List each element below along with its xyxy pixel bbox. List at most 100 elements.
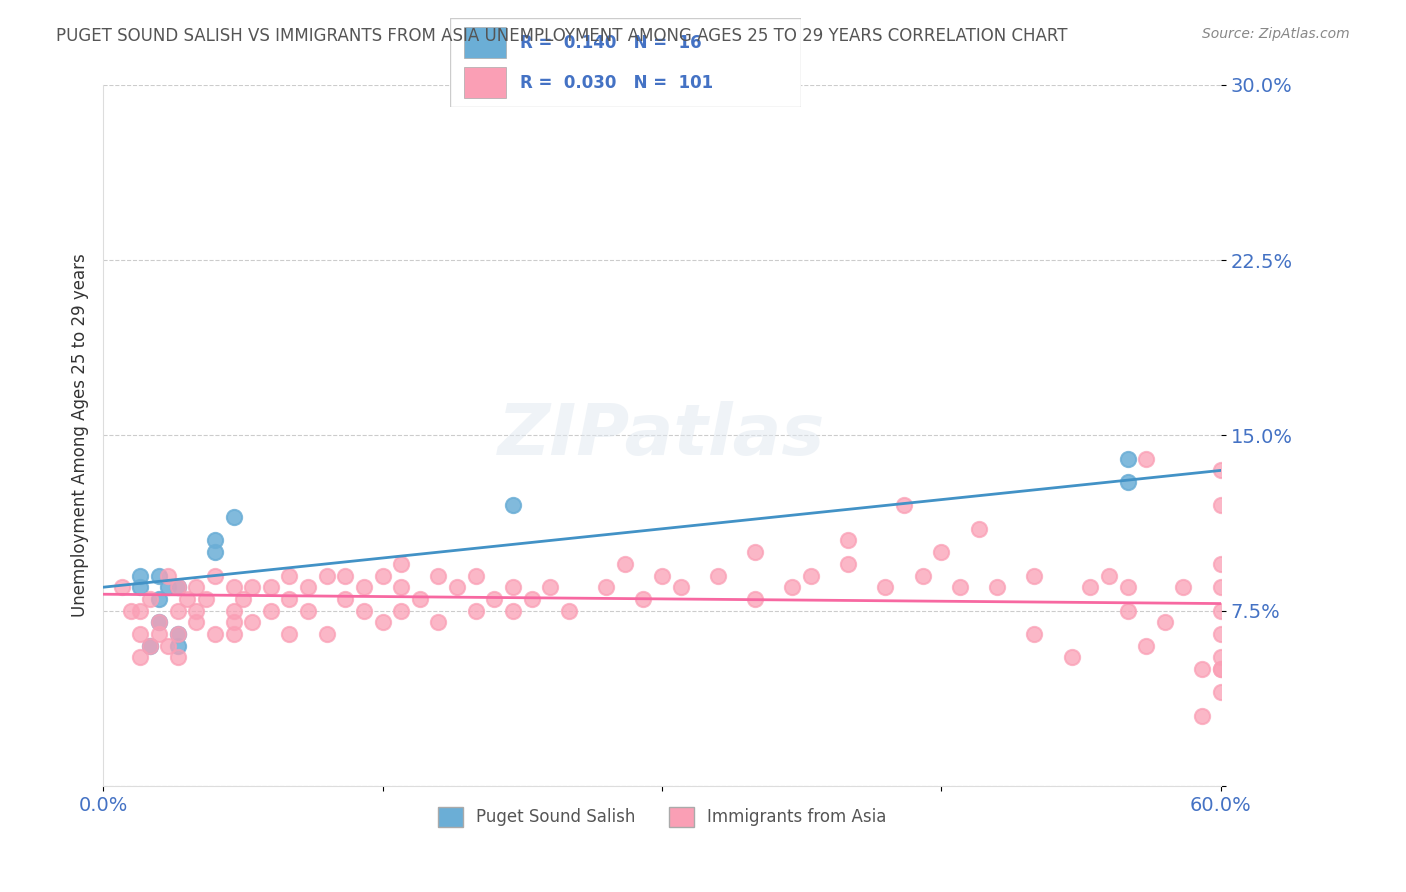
FancyBboxPatch shape bbox=[450, 18, 801, 107]
Point bbox=[129, 580, 152, 594]
Point bbox=[260, 604, 283, 618]
Point bbox=[389, 580, 412, 594]
Point bbox=[176, 591, 198, 606]
Point bbox=[893, 499, 915, 513]
Point bbox=[138, 639, 160, 653]
Point bbox=[371, 568, 394, 582]
Point bbox=[222, 604, 245, 618]
Point bbox=[1116, 475, 1139, 489]
Point bbox=[1209, 557, 1232, 571]
Point bbox=[166, 580, 188, 594]
Point bbox=[1098, 568, 1121, 582]
Point bbox=[1209, 499, 1232, 513]
Point bbox=[502, 580, 524, 594]
Point bbox=[1209, 685, 1232, 699]
Point bbox=[1153, 615, 1175, 630]
Point bbox=[800, 568, 823, 582]
Point bbox=[166, 650, 188, 665]
Point bbox=[129, 650, 152, 665]
Point bbox=[1060, 650, 1083, 665]
Point bbox=[166, 639, 188, 653]
Point bbox=[613, 557, 636, 571]
Point bbox=[297, 604, 319, 618]
Point bbox=[1191, 708, 1213, 723]
Point bbox=[967, 522, 990, 536]
Point bbox=[353, 604, 375, 618]
Text: ZIPatlas: ZIPatlas bbox=[498, 401, 825, 470]
Point bbox=[1209, 662, 1232, 676]
Point bbox=[157, 568, 180, 582]
Point bbox=[1116, 580, 1139, 594]
Text: R =  0.140   N =  16: R = 0.140 N = 16 bbox=[520, 34, 702, 52]
Point bbox=[837, 557, 859, 571]
Point bbox=[651, 568, 673, 582]
Point bbox=[335, 568, 357, 582]
Point bbox=[1116, 451, 1139, 466]
Point bbox=[138, 639, 160, 653]
Point bbox=[1116, 604, 1139, 618]
Point bbox=[120, 604, 142, 618]
FancyBboxPatch shape bbox=[464, 27, 506, 58]
Point bbox=[353, 580, 375, 594]
Point bbox=[446, 580, 468, 594]
Point bbox=[1173, 580, 1195, 594]
Point bbox=[186, 615, 208, 630]
Point bbox=[1209, 662, 1232, 676]
Point bbox=[409, 591, 432, 606]
Point bbox=[1024, 568, 1046, 582]
Point bbox=[148, 615, 170, 630]
Point bbox=[1135, 639, 1157, 653]
Point bbox=[194, 591, 217, 606]
Point bbox=[204, 568, 226, 582]
Point bbox=[949, 580, 972, 594]
Point bbox=[1209, 627, 1232, 641]
Point bbox=[1209, 580, 1232, 594]
Point bbox=[371, 615, 394, 630]
Point bbox=[148, 568, 170, 582]
Point bbox=[204, 545, 226, 559]
Point bbox=[315, 627, 337, 641]
Point bbox=[222, 615, 245, 630]
Point bbox=[538, 580, 561, 594]
Point bbox=[464, 568, 486, 582]
Point bbox=[278, 568, 301, 582]
Point bbox=[222, 627, 245, 641]
Point bbox=[186, 604, 208, 618]
Y-axis label: Unemployment Among Ages 25 to 29 years: Unemployment Among Ages 25 to 29 years bbox=[72, 253, 89, 617]
Point bbox=[633, 591, 655, 606]
Point bbox=[297, 580, 319, 594]
Point bbox=[232, 591, 254, 606]
Point bbox=[744, 591, 766, 606]
Point bbox=[1191, 662, 1213, 676]
Point bbox=[1024, 627, 1046, 641]
Text: PUGET SOUND SALISH VS IMMIGRANTS FROM ASIA UNEMPLOYMENT AMONG AGES 25 TO 29 YEAR: PUGET SOUND SALISH VS IMMIGRANTS FROM AS… bbox=[56, 27, 1067, 45]
Point bbox=[148, 591, 170, 606]
Point bbox=[1209, 463, 1232, 477]
Point bbox=[138, 591, 160, 606]
Point bbox=[464, 604, 486, 618]
Point bbox=[240, 615, 263, 630]
Point bbox=[157, 580, 180, 594]
Point bbox=[129, 568, 152, 582]
Point bbox=[782, 580, 804, 594]
Point bbox=[129, 627, 152, 641]
Legend: Puget Sound Salish, Immigrants from Asia: Puget Sound Salish, Immigrants from Asia bbox=[430, 800, 893, 833]
Point bbox=[166, 627, 188, 641]
Point bbox=[389, 604, 412, 618]
Point bbox=[837, 533, 859, 548]
Point bbox=[315, 568, 337, 582]
Point bbox=[240, 580, 263, 594]
Point bbox=[1209, 650, 1232, 665]
Point bbox=[595, 580, 617, 594]
Point bbox=[260, 580, 283, 594]
Point bbox=[204, 533, 226, 548]
Point bbox=[157, 639, 180, 653]
Point bbox=[222, 510, 245, 524]
Point bbox=[335, 591, 357, 606]
Text: R =  0.030   N =  101: R = 0.030 N = 101 bbox=[520, 74, 713, 92]
Point bbox=[427, 615, 450, 630]
Text: Source: ZipAtlas.com: Source: ZipAtlas.com bbox=[1202, 27, 1350, 41]
Point bbox=[148, 627, 170, 641]
Point bbox=[744, 545, 766, 559]
Point bbox=[222, 580, 245, 594]
